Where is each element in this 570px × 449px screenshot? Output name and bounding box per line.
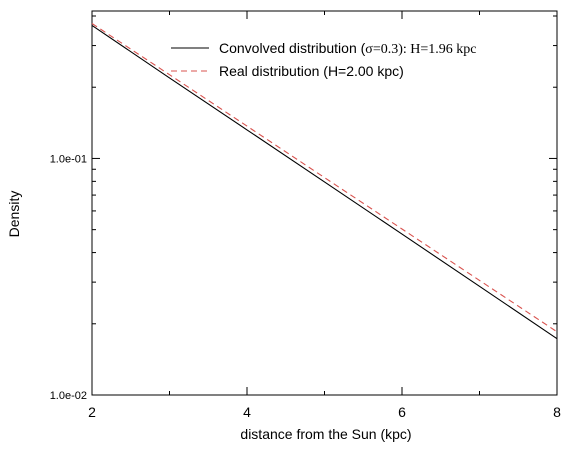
legend-convolved-prefix: Convolved distribution ( xyxy=(219,40,366,56)
y-tick-label: 1.0e-02 xyxy=(50,390,87,402)
axis-ticks xyxy=(91,11,558,396)
legend-convolved-serif: σ=0.3): H=1.96 kpc xyxy=(365,42,476,57)
x-tick-label: 8 xyxy=(553,404,561,420)
legend-convolved-label: Convolved distribution (σ=0.3): H=1.96 k… xyxy=(219,40,477,57)
x-tick-label: 2 xyxy=(88,404,96,420)
series-line-convolved xyxy=(91,24,558,340)
axis-tick-labels: 2 4 6 8 1.0e-01 1.0e-02 xyxy=(50,153,561,420)
x-tick-label: 6 xyxy=(398,404,406,420)
x-tick-label: 4 xyxy=(243,404,251,420)
legend-real-label: Real distribution (H=2.00 kpc) xyxy=(219,63,404,79)
series-line-real xyxy=(91,23,558,333)
series-layer xyxy=(91,23,558,340)
y-axis-title: Density xyxy=(6,191,22,238)
legend: Convolved distribution (σ=0.3): H=1.96 k… xyxy=(171,40,477,79)
y-tick-label: 1.0e-01 xyxy=(50,153,87,165)
x-axis-title: distance from the Sun (kpc) xyxy=(240,426,411,442)
